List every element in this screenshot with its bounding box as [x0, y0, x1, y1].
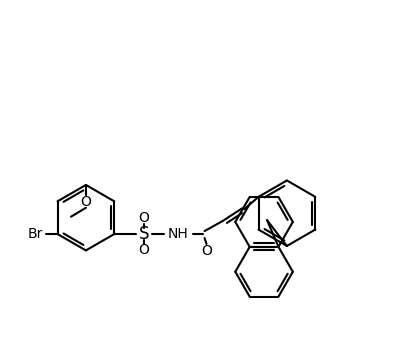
Text: S: S — [139, 225, 149, 243]
Text: O: O — [201, 244, 212, 258]
Text: O: O — [138, 243, 150, 257]
Text: O: O — [138, 211, 150, 225]
Text: Br: Br — [28, 227, 44, 241]
Text: NH: NH — [167, 227, 188, 241]
Text: O: O — [80, 195, 91, 209]
